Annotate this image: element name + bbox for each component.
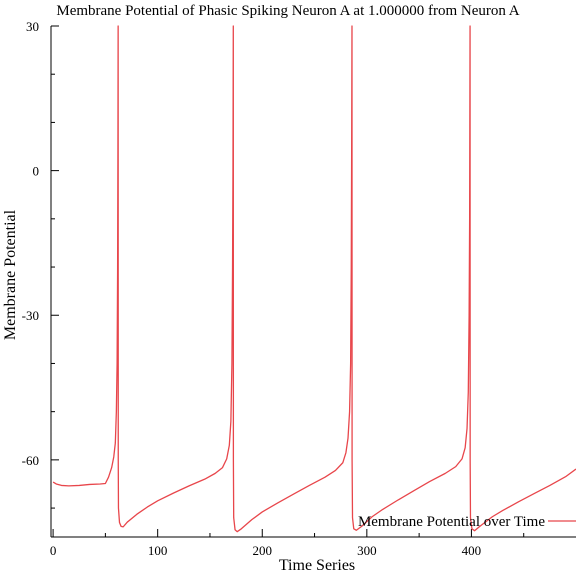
x-tick-label: 300: [357, 543, 377, 558]
y-tick-label: 30: [26, 19, 39, 34]
y-ticks: 30 0 -30 -60: [22, 19, 59, 509]
x-tick-label: 100: [148, 543, 168, 558]
chart-title: Membrane Potential of Phasic Spiking Neu…: [56, 3, 519, 19]
legend: Membrane Potential over Time: [358, 514, 576, 530]
y-axis-label: Membrane Potential: [2, 209, 19, 340]
x-ticks: 0 100 200 300 400: [50, 529, 525, 558]
legend-label: Membrane Potential over Time: [358, 514, 545, 530]
y-tick-label: -30: [22, 308, 39, 323]
y-tick-label: -60: [22, 453, 39, 468]
x-tick-label: 400: [462, 543, 482, 558]
x-axis-label: Time Series: [279, 557, 355, 574]
series-line-membrane-potential: [52, 25, 576, 533]
y-tick-label: 0: [33, 164, 40, 179]
x-tick-label: 200: [253, 543, 273, 558]
x-tick-label: 0: [50, 543, 57, 558]
